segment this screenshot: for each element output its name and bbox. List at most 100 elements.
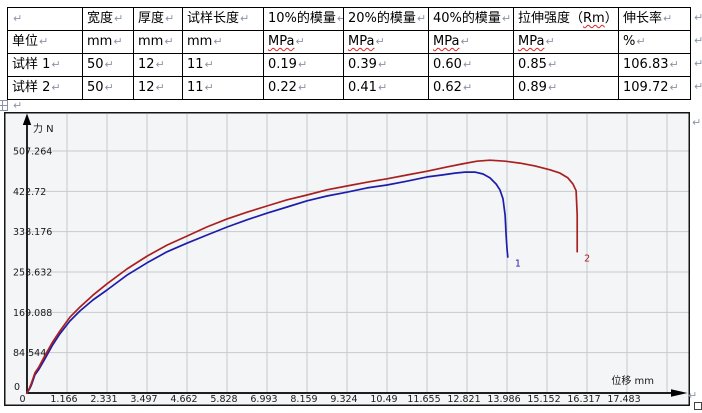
table-cell[interactable]: 单位↵ [7, 30, 83, 54]
x-tick-label: 15.152 [527, 394, 560, 405]
table-cell[interactable]: mm↵ [182, 30, 264, 54]
cell-text: 50 [87, 80, 104, 95]
table-cell[interactable]: 0.89↵ [513, 76, 619, 100]
cell-end-mark: ↵ [204, 58, 214, 71]
y-tick-label: 253.632 [13, 268, 52, 279]
table-cell[interactable]: 50↵ [82, 76, 134, 100]
table-cell[interactable]: 0.62↵ [428, 76, 514, 100]
cell-text: 试样 2 [12, 80, 51, 95]
cell-text: 试样 1 [12, 57, 51, 72]
cell-end-mark: ↵ [39, 35, 49, 48]
x-tick-label: 1.166 [50, 394, 77, 405]
curve-specimen-1 [26, 171, 509, 394]
table-cell[interactable]: %↵ [618, 30, 691, 54]
cell-text: 单位 [12, 34, 39, 49]
table-cell[interactable]: 12↵ [133, 53, 183, 77]
cell-text: mm [87, 34, 113, 49]
y-tick-label: 0 [14, 382, 20, 393]
x-tick-label: 16.317 [567, 394, 600, 405]
cell-end-mark: ↵ [337, 12, 343, 25]
cell-end-mark: ↵ [297, 81, 308, 94]
table-anchor-icon[interactable] [0, 100, 8, 111]
cell-end-mark: ↵ [204, 81, 214, 94]
table-cell[interactable]: mm↵ [82, 30, 134, 54]
cell-end-mark: ↵ [375, 35, 385, 48]
table-cell[interactable]: 0.22↵ [263, 76, 344, 100]
table-cell[interactable]: 伸长率↵ [618, 7, 691, 31]
table-cell[interactable]: 50↵ [82, 53, 134, 77]
table-cell[interactable]: 11↵ [182, 53, 264, 77]
cell-text: 0.62 [433, 80, 462, 95]
table-cell[interactable]: 0.39↵ [343, 53, 429, 77]
cell-text: 11 [187, 57, 204, 72]
table-cell[interactable]: mm↵ [133, 30, 183, 54]
cell-end-mark: ↵ [213, 35, 223, 48]
cell-text: 厚度 [138, 11, 165, 26]
table-cell[interactable]: 试样 1↵ [7, 53, 83, 77]
paragraph-mark: ↵ [694, 34, 702, 47]
paragraph-mark: ↵ [13, 99, 23, 112]
cell-text: 20%的模量 [348, 11, 416, 26]
cell-text: MPa [268, 34, 295, 49]
cell-end-mark: ↵ [104, 58, 114, 71]
table-cell[interactable]: 10%的模量↵ [263, 7, 344, 31]
table-cell[interactable]: 106.83↵ [618, 53, 691, 77]
cell-end-mark: ↵ [164, 35, 174, 48]
table-cell[interactable]: 0.60↵ [428, 53, 514, 77]
y-axis-arrow-icon [22, 113, 32, 125]
cell-end-mark: ↵ [460, 35, 470, 48]
table-cell[interactable]: 0.19↵ [263, 53, 344, 77]
table-cell[interactable]: 宽度↵ [82, 7, 134, 31]
table-cell[interactable]: 109.72↵ [618, 76, 691, 100]
cell-text: 40%的模量 [433, 11, 501, 26]
x-axis-title: 位移 mm [611, 374, 654, 387]
table-cell[interactable]: 厚度↵ [133, 7, 183, 31]
y-tick-label: 84.544 [13, 348, 46, 359]
cell-end-mark: ↵ [636, 35, 646, 48]
table-cell[interactable]: 40%的模量↵ [428, 7, 514, 31]
cell-text: 12 [138, 57, 155, 72]
table-cell[interactable]: MPa↵ [263, 30, 344, 54]
table-cell[interactable]: 试样 2↵ [7, 76, 83, 100]
cell-text: 0.60 [433, 57, 462, 72]
cell-text: 0.19 [268, 57, 297, 72]
x-tick-label: 3.497 [130, 394, 157, 405]
paragraph-mark: ↵ [694, 57, 702, 70]
table-cell[interactable]: 0.85↵ [513, 53, 619, 77]
x-tick-label: 12.821 [447, 394, 480, 405]
table-cell[interactable]: ↵ [7, 7, 83, 31]
table-cell[interactable]: MPa↵ [343, 30, 429, 54]
table-cell[interactable]: 20%的模量↵ [343, 7, 429, 31]
force-displacement-chart[interactable]: 0 1.166 2.331 3.497 4.662 5.828 6.993 8.159 9.32… [4, 112, 690, 406]
table-cell[interactable]: 11↵ [182, 76, 264, 100]
table-cell[interactable]: MPa↵ [428, 30, 514, 54]
cell-end-mark: ↵ [547, 81, 558, 94]
cell-end-mark: ↵ [155, 58, 165, 71]
cell-text: 50 [87, 57, 104, 72]
table-cell[interactable]: 12↵ [133, 76, 183, 100]
cell-text: 试样长度 [187, 11, 240, 26]
table-cell[interactable]: MPa↵ [513, 30, 619, 54]
cell-text: 109.72 [623, 80, 669, 95]
cell-text: 0.85 [518, 57, 547, 72]
table-cell[interactable]: 试样长度↵ [182, 7, 264, 31]
y-tick-label: 507.264 [13, 147, 52, 158]
table-row: 单位↵ mm↵ mm↵ mm↵ MPa↵ MPa↵ MPa↵ MPa↵ %↵ [7, 30, 691, 54]
cell-end-mark: ↵ [155, 81, 165, 94]
table-cell[interactable]: 拉伸强度（Rm）↵ [513, 7, 619, 31]
table-row: ↵宽度↵厚度↵试样长度↵10%的模量↵20%的模量↵40%的模量↵拉伸强度（Rm… [7, 7, 691, 31]
cell-text: 0.41 [348, 80, 377, 95]
cell-end-mark: ↵ [501, 12, 512, 25]
cell-text: 0.89 [518, 80, 547, 95]
cell-end-mark: ↵ [165, 12, 175, 25]
table-cell[interactable]: 0.41↵ [343, 76, 429, 100]
drawing-resize-handle[interactable] [694, 402, 702, 410]
spec-table: ↵宽度↵厚度↵试样长度↵10%的模量↵20%的模量↵40%的模量↵拉伸强度（Rm… [7, 7, 691, 100]
cell-end-mark: ↵ [113, 35, 123, 48]
cell-text: 宽度 [87, 11, 114, 26]
x-tick-label: 17.483 [607, 394, 640, 405]
x-tick-label: 4.662 [170, 394, 197, 405]
cell-end-mark: ↵ [297, 58, 308, 71]
cell-end-mark: ↵ [51, 81, 61, 94]
cell-text: % [623, 34, 636, 49]
